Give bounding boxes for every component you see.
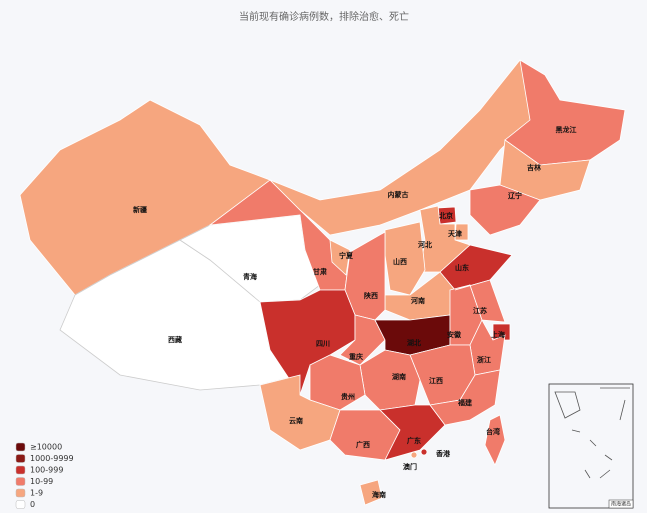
region-label: 广东 bbox=[407, 436, 421, 445]
region-label: 北京 bbox=[439, 211, 453, 220]
region-label: 西藏 bbox=[168, 335, 182, 344]
region-label: 陕西 bbox=[364, 291, 378, 300]
region bbox=[469, 184, 541, 236]
legend-label: ≥10000 bbox=[30, 443, 62, 452]
region-label: 香港 bbox=[435, 449, 451, 458]
region-label: 贵州 bbox=[341, 392, 355, 401]
region bbox=[410, 451, 418, 459]
region bbox=[329, 239, 351, 276]
region bbox=[454, 279, 506, 323]
regions bbox=[19, 59, 626, 506]
region-label: 福建 bbox=[457, 398, 473, 407]
legend-label: 0 bbox=[30, 500, 35, 509]
legend-swatch bbox=[15, 477, 26, 486]
region bbox=[379, 404, 446, 461]
legend-swatch bbox=[15, 500, 26, 509]
south-china-sea-inset: 南海诸岛 bbox=[548, 383, 634, 509]
legend-swatch bbox=[15, 442, 26, 452]
region bbox=[359, 349, 421, 411]
region-labels: 新疆 西藏 青海 甘肃 内蒙古 黑龙江 吉林 辽宁 北京 天津 河北 山西 山东… bbox=[133, 125, 577, 499]
region bbox=[492, 323, 511, 341]
region-label: 上海 bbox=[491, 330, 505, 339]
region-label: 吉林 bbox=[527, 163, 542, 172]
region-label: 河北 bbox=[418, 240, 432, 249]
legend-swatch bbox=[15, 454, 26, 463]
region bbox=[420, 448, 428, 456]
region-label: 广西 bbox=[356, 440, 370, 449]
region-label: 天津 bbox=[448, 229, 462, 238]
inset-label: 南海诸岛 bbox=[611, 501, 631, 508]
region-label: 江苏 bbox=[473, 306, 487, 315]
region-label: 四川 bbox=[316, 340, 330, 348]
region-label: 台湾 bbox=[486, 427, 500, 436]
inset-frame bbox=[548, 383, 634, 509]
map-title: 当前现有确诊病例数，排除治愈、死亡 bbox=[239, 10, 409, 23]
region-label: 青海 bbox=[243, 272, 257, 281]
region-label: 内蒙古 bbox=[388, 190, 409, 199]
region-label: 新疆 bbox=[133, 205, 147, 214]
region-label: 河南 bbox=[411, 296, 425, 305]
region-label: 山西 bbox=[393, 257, 407, 266]
region-label: 澳门 bbox=[403, 462, 417, 471]
region-label: 安徽 bbox=[447, 330, 462, 339]
legend-label: 1-9 bbox=[30, 489, 43, 498]
region bbox=[484, 414, 506, 466]
legend-label: 100-999 bbox=[30, 466, 63, 475]
region bbox=[504, 59, 626, 166]
legend-label: 1000-9999 bbox=[30, 454, 74, 463]
region-label: 浙江 bbox=[477, 355, 491, 364]
legend-swatch bbox=[15, 465, 26, 475]
legend-swatch bbox=[15, 488, 26, 498]
legend: ≥10000 1000-9999 100-999 10-99 1-9 0 bbox=[15, 442, 74, 509]
region-label: 山东 bbox=[455, 263, 469, 272]
region-label: 湖南 bbox=[392, 372, 406, 381]
region-label: 江西 bbox=[429, 376, 443, 385]
region-label: 甘肃 bbox=[313, 267, 327, 276]
region-label: 湖北 bbox=[407, 338, 421, 347]
legend-label: 10-99 bbox=[30, 477, 53, 486]
region-label: 重庆 bbox=[349, 352, 363, 361]
region-label: 云南 bbox=[289, 416, 303, 425]
region-label: 宁夏 bbox=[339, 251, 354, 260]
region-label: 辽宁 bbox=[508, 191, 522, 200]
region-label: 海南 bbox=[372, 490, 386, 499]
region bbox=[359, 479, 383, 506]
region bbox=[429, 369, 501, 426]
region-label: 黑龙江 bbox=[556, 125, 577, 134]
